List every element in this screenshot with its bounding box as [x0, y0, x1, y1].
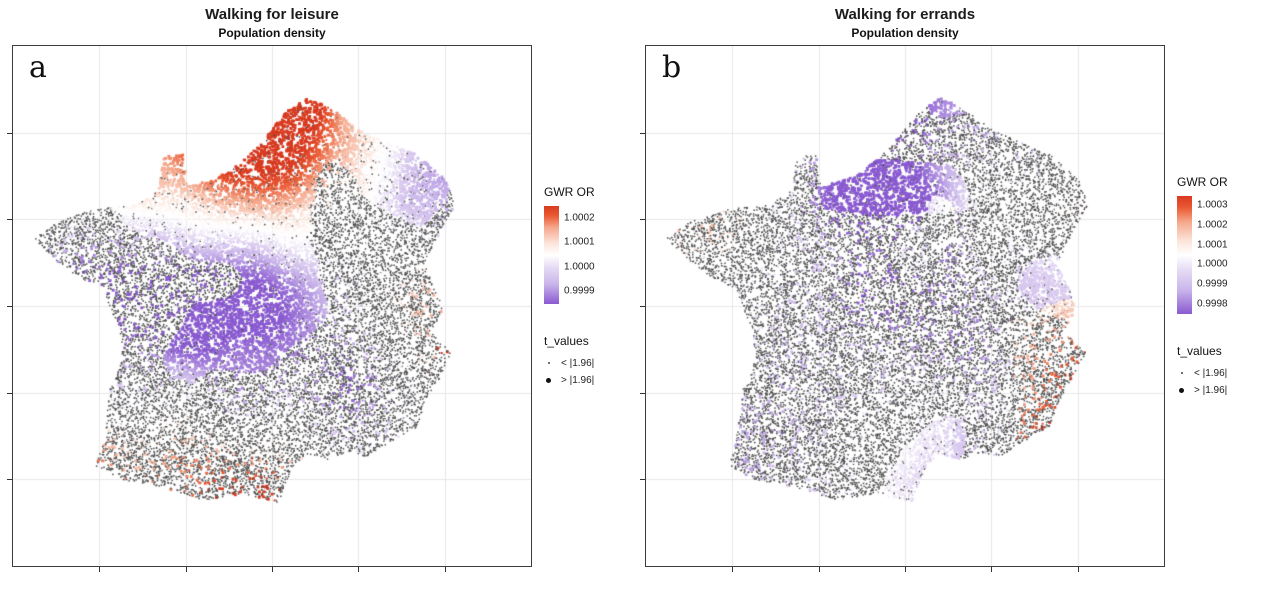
- small-dot-icon: [544, 362, 553, 364]
- panel-a-map-canvas: [13, 46, 531, 566]
- y-axis-tick: [640, 219, 645, 221]
- colorbar-tick-label: 1.0000: [1197, 258, 1228, 270]
- panel-b-map: b: [640, 45, 1165, 572]
- size-legend-item-label: < |1.96|: [561, 357, 595, 369]
- colorbar-tick-label: 1.0002: [564, 212, 595, 224]
- size-legend-item: > |1.96|: [1177, 382, 1266, 399]
- panel-a-plot-column: Walking for leisure Population density a: [7, 6, 532, 572]
- y-axis-tick: [7, 306, 12, 307]
- panel-a-subtitle: Population density: [218, 26, 326, 40]
- figure: Walking for leisure Population density a…: [0, 6, 1266, 572]
- panel-b: Walking for errands Population density b…: [633, 6, 1266, 572]
- panel-a-color-legend: GWR OR 1.0002 1.0001 1.0000 0.9999: [544, 185, 633, 304]
- y-axis-tick: [640, 479, 645, 481]
- panel-b-size-legend-title: t_values: [1177, 343, 1222, 358]
- size-legend-item-label: > |1.96|: [1194, 384, 1228, 396]
- panel-b-colorbar: [1177, 195, 1192, 314]
- x-axis-tick: [444, 567, 446, 572]
- panel-b-colorbar-row: 1.0003 1.0002 1.0001 1.0000 0.9999 0.9998: [1177, 195, 1266, 314]
- panel-a-colorbar: [544, 205, 559, 304]
- small-dot-icon: [1177, 372, 1186, 374]
- panel-b-plot-column: Walking for errands Population density b: [640, 6, 1165, 572]
- colorbar-tick-label: 1.0001: [564, 236, 595, 248]
- colorbar-tick-label: 1.0003: [1197, 199, 1228, 211]
- x-axis-tick: [1077, 567, 1079, 572]
- panel-a-color-legend-title: GWR OR: [544, 184, 595, 199]
- panel-b-letter: b: [662, 50, 682, 85]
- panel-b-subtitle: Population density: [851, 26, 959, 40]
- size-legend-item: < |1.96|: [1177, 365, 1266, 382]
- panel-b-color-legend-title: GWR OR: [1177, 174, 1228, 189]
- panel-a-titles: Walking for leisure Population density: [12, 6, 532, 40]
- panel-a-size-legend-title: t_values: [544, 333, 589, 348]
- x-axis-tick: [99, 567, 101, 572]
- panel-a-title: Walking for leisure: [205, 6, 339, 23]
- panel-b-color-legend: GWR OR 1.0003 1.0002 1.0001 1.0000 0.9999 0.9…: [1177, 175, 1266, 314]
- large-dot-icon: [1177, 387, 1186, 393]
- colorbar-tick-label: 1.0002: [1197, 219, 1228, 231]
- panel-b-map-canvas: [646, 46, 1164, 566]
- x-axis-tick: [272, 567, 273, 572]
- x-axis-tick: [991, 567, 993, 572]
- panel-b-legend: GWR OR 1.0003 1.0002 1.0001 1.0000 0.9999 0.9…: [1165, 6, 1266, 567]
- x-axis-tick: [905, 567, 906, 572]
- panel-b-title: Walking for errands: [834, 6, 976, 23]
- panel-b-size-legend: t_values < |1.96| > |1.96|: [1177, 344, 1266, 399]
- panel-a-legend: GWR OR 1.0002 1.0001 1.0000 0.9999 t_values…: [532, 6, 633, 567]
- panel-a-size-legend: t_values < |1.96| > |1.96|: [544, 334, 633, 389]
- colorbar-tick-label: 0.9999: [564, 285, 595, 297]
- panel-a-colorbar-row: 1.0002 1.0001 1.0000 0.9999: [544, 205, 633, 304]
- colorbar-tick-label: 1.0001: [1197, 239, 1228, 251]
- size-legend-item-label: < |1.96|: [1194, 367, 1228, 379]
- colorbar-tick-label: 0.9999: [1197, 278, 1228, 290]
- y-axis-tick: [7, 132, 12, 134]
- y-axis-tick: [640, 392, 645, 394]
- y-axis-tick: [640, 306, 645, 307]
- panel-a-colorbar-labels: 1.0002 1.0001 1.0000 0.9999: [564, 206, 616, 304]
- colorbar-tick-label: 1.0000: [564, 261, 595, 273]
- size-legend-item: > |1.96|: [544, 372, 633, 389]
- x-axis-tick: [185, 567, 187, 572]
- y-axis-tick: [640, 132, 645, 134]
- y-axis-tick: [7, 392, 12, 394]
- x-axis-tick: [732, 567, 734, 572]
- x-axis-tick: [358, 567, 360, 572]
- y-axis-tick: [7, 219, 12, 221]
- panel-b-colorbar-labels: 1.0003 1.0002 1.0001 1.0000 0.9999 0.9998: [1197, 196, 1249, 314]
- y-axis-tick: [7, 479, 12, 481]
- panel-a: Walking for leisure Population density a…: [0, 6, 633, 572]
- panel-a-letter: a: [29, 50, 47, 85]
- x-axis-tick: [818, 567, 820, 572]
- panel-a-map: a: [7, 45, 532, 572]
- size-legend-item: < |1.96|: [544, 355, 633, 372]
- size-legend-item-label: > |1.96|: [561, 374, 595, 386]
- panel-b-titles: Walking for errands Population density: [645, 6, 1165, 40]
- colorbar-tick-label: 0.9998: [1197, 298, 1228, 310]
- large-dot-icon: [544, 377, 553, 383]
